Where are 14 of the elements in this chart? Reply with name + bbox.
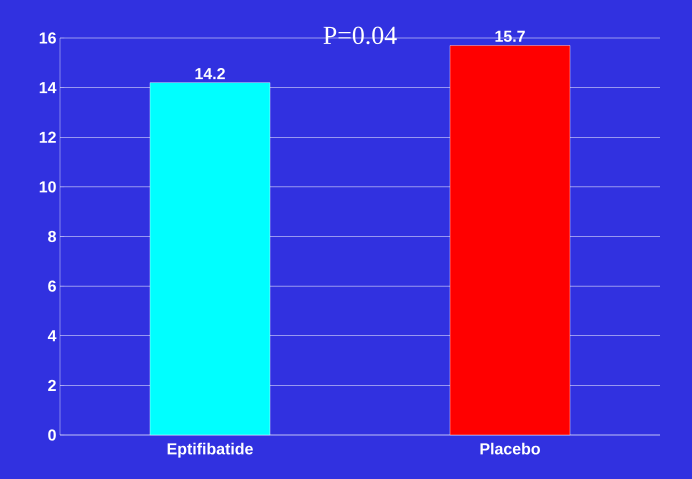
x-tick-label: Eptifibatide [168,442,253,458]
annotation: P=0.04 [324,26,397,44]
data-label: 14.2 [195,68,225,80]
x-tick-label: Placebo [480,442,540,454]
y-tick-label: 2 [48,380,56,391]
data-label: 15.7 [495,30,525,42]
y-tick-label: 8 [48,230,56,242]
y-tick-label: 6 [48,280,56,292]
y-tick-label: 10 [40,181,56,193]
y-tick-label: 4 [48,330,56,342]
y-tick-label: 14 [40,82,56,94]
y-tick-label: 12 [40,132,56,143]
y-tick-label: 0 [48,429,56,441]
y-tick-label: 16 [40,32,56,44]
